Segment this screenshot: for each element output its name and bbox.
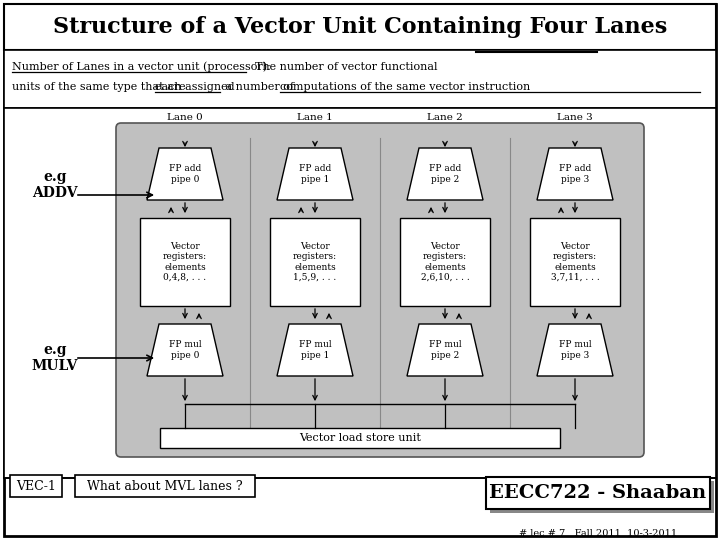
Text: Vector
registers:
elements
2,6,10, . . .: Vector registers: elements 2,6,10, . . . — [420, 242, 469, 282]
Text: FP mul
pipe 3: FP mul pipe 3 — [559, 340, 591, 360]
Text: The number of vector functional: The number of vector functional — [248, 62, 438, 72]
Text: FP add
pipe 1: FP add pipe 1 — [299, 164, 331, 184]
Text: Vector load store unit: Vector load store unit — [299, 433, 421, 443]
FancyBboxPatch shape — [530, 218, 620, 306]
Text: Structure of a Vector Unit Containing Four Lanes: Structure of a Vector Unit Containing Fo… — [53, 16, 667, 38]
Text: FP mul
pipe 0: FP mul pipe 0 — [168, 340, 202, 360]
Polygon shape — [277, 324, 353, 376]
Text: # lec # 7   Fall 2011  10-3-2011: # lec # 7 Fall 2011 10-3-2011 — [519, 529, 677, 537]
Polygon shape — [147, 324, 223, 376]
FancyBboxPatch shape — [400, 218, 490, 306]
FancyBboxPatch shape — [160, 428, 560, 448]
Text: e.g
ADDV: e.g ADDV — [32, 170, 78, 200]
Text: Lane 2: Lane 2 — [427, 113, 463, 122]
Text: units of the same type that are: units of the same type that are — [12, 82, 189, 92]
FancyBboxPatch shape — [4, 50, 716, 108]
FancyBboxPatch shape — [270, 218, 360, 306]
Text: computations of the same vector instruction: computations of the same vector instruct… — [280, 82, 530, 92]
Text: FP add
pipe 0: FP add pipe 0 — [169, 164, 201, 184]
Polygon shape — [537, 324, 613, 376]
FancyBboxPatch shape — [4, 108, 716, 478]
FancyBboxPatch shape — [4, 4, 716, 50]
Text: EECC722 - Shaaban: EECC722 - Shaaban — [490, 484, 706, 502]
Polygon shape — [537, 148, 613, 200]
FancyBboxPatch shape — [75, 475, 255, 497]
Text: Vector
registers:
elements
3,7,11, . . .: Vector registers: elements 3,7,11, . . . — [551, 242, 599, 282]
FancyBboxPatch shape — [4, 4, 716, 536]
Text: each assigned: each assigned — [155, 82, 235, 92]
Text: FP add
pipe 2: FP add pipe 2 — [429, 164, 461, 184]
Text: Lane 1: Lane 1 — [297, 113, 333, 122]
Polygon shape — [147, 148, 223, 200]
Text: FP mul
pipe 1: FP mul pipe 1 — [299, 340, 331, 360]
Text: Vector
registers:
elements
0,4,8, . . .: Vector registers: elements 0,4,8, . . . — [163, 242, 207, 282]
Text: Vector
registers:
elements
1,5,9, . . .: Vector registers: elements 1,5,9, . . . — [293, 242, 337, 282]
Polygon shape — [277, 148, 353, 200]
Text: FP mul
pipe 2: FP mul pipe 2 — [428, 340, 462, 360]
Text: Lane 0: Lane 0 — [167, 113, 203, 122]
FancyBboxPatch shape — [10, 475, 62, 497]
Text: FP add
pipe 3: FP add pipe 3 — [559, 164, 591, 184]
Text: Lane 3: Lane 3 — [557, 113, 593, 122]
FancyBboxPatch shape — [116, 123, 644, 457]
Polygon shape — [407, 148, 483, 200]
Polygon shape — [407, 324, 483, 376]
FancyBboxPatch shape — [490, 481, 714, 513]
FancyBboxPatch shape — [140, 218, 230, 306]
Text: What about MVL lanes ?: What about MVL lanes ? — [87, 480, 243, 492]
Text: Number of Lanes in a vector unit (processor):: Number of Lanes in a vector unit (proces… — [12, 62, 271, 72]
Text: e.g
MULV: e.g MULV — [32, 343, 78, 373]
Text: VEC-1: VEC-1 — [16, 480, 56, 492]
Text: a number of: a number of — [222, 82, 297, 92]
FancyBboxPatch shape — [486, 477, 710, 509]
